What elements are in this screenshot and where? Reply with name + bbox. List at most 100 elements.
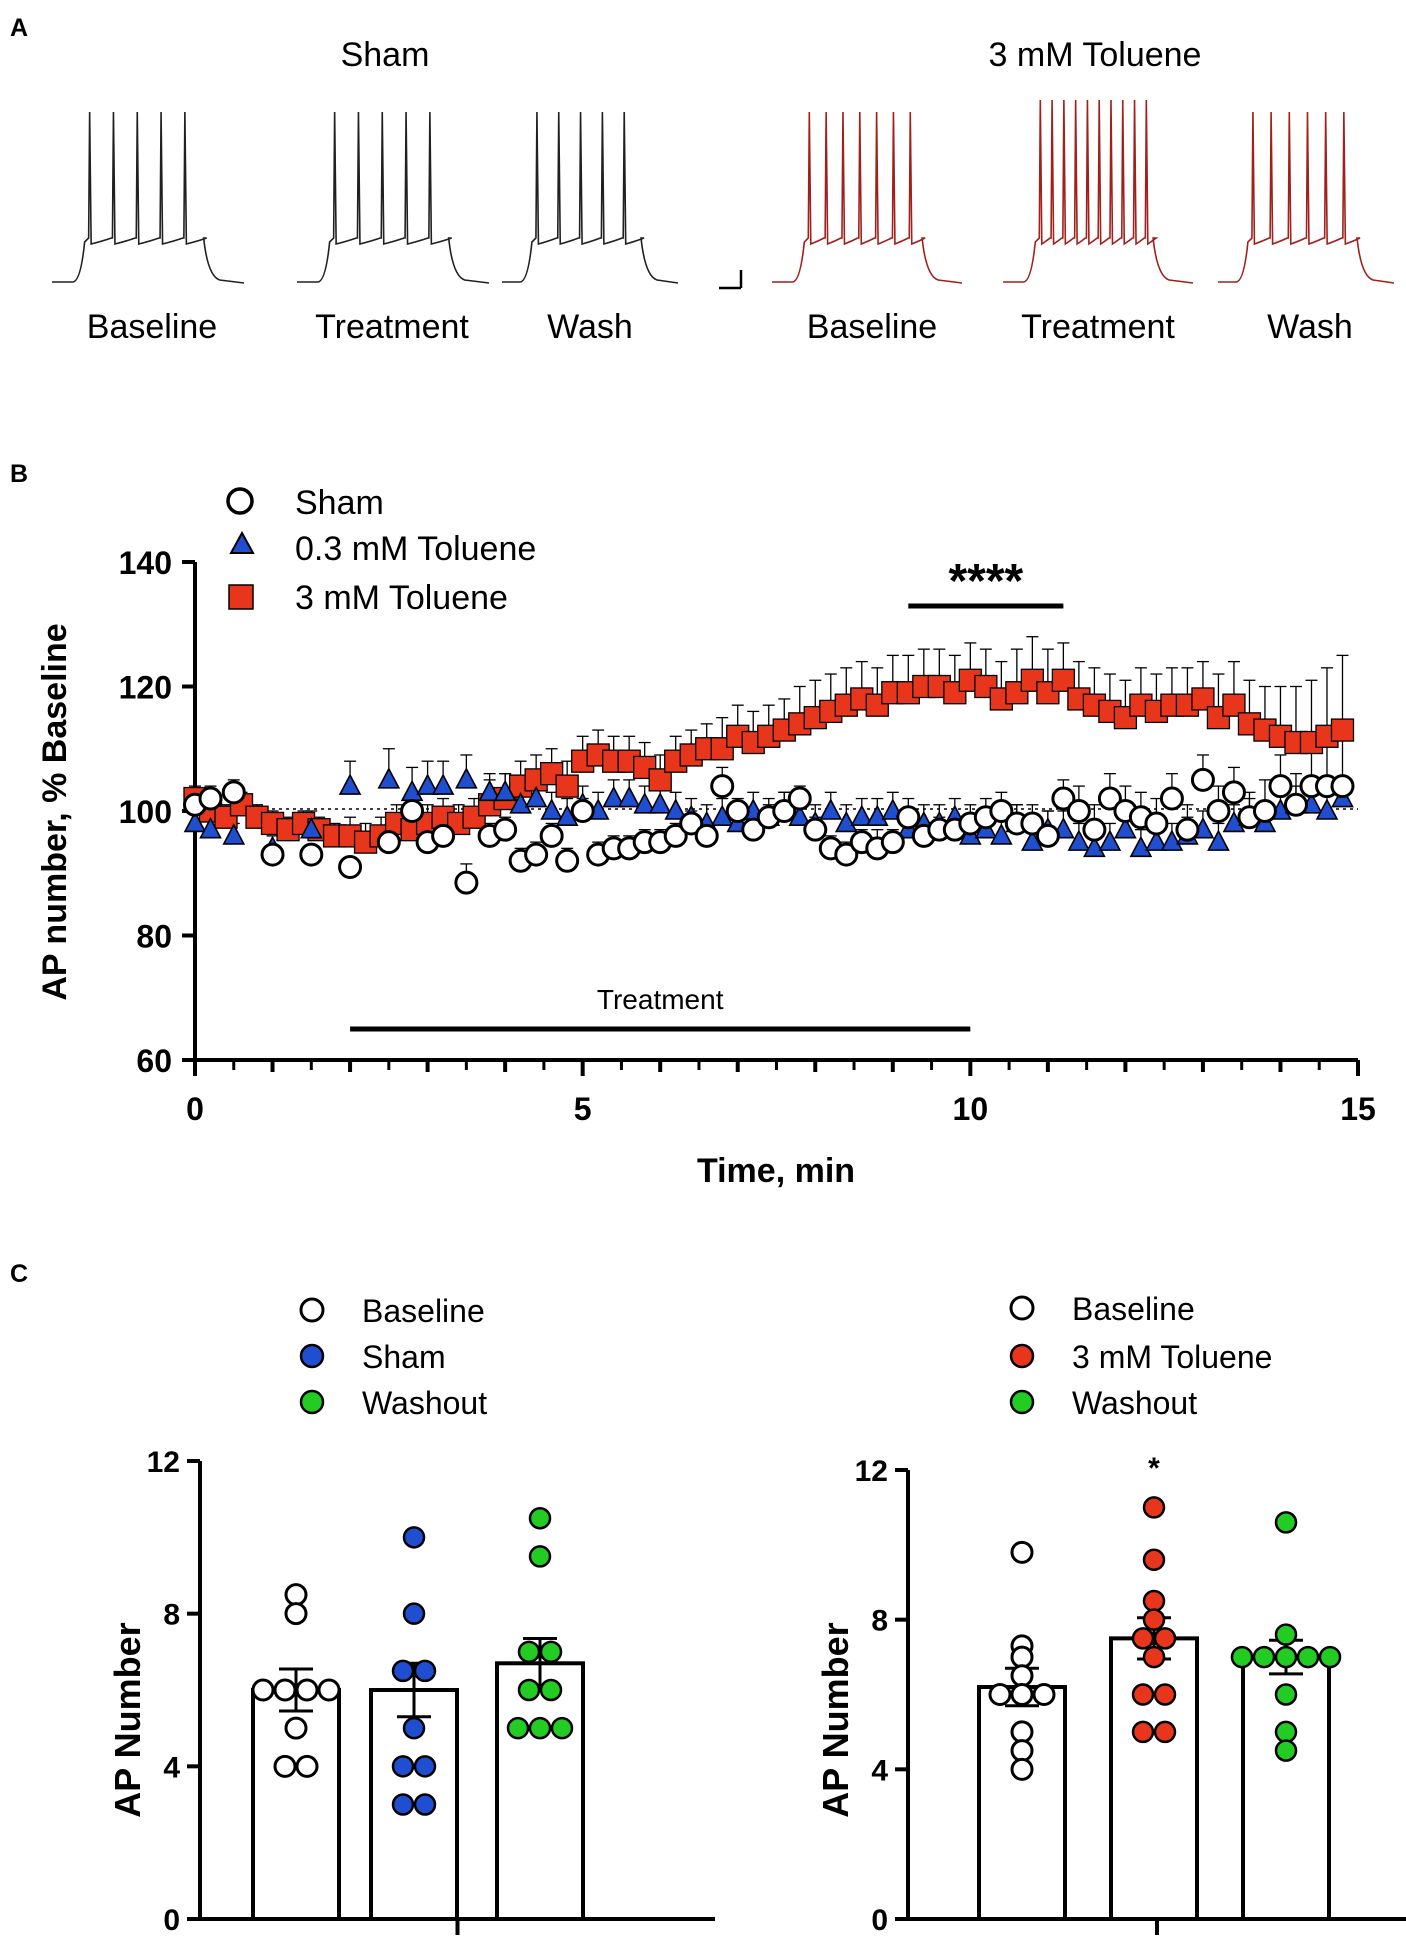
data-point [1274,1683,1298,1706]
data-point-0-3mM [431,773,455,795]
data-point [1153,1627,1177,1650]
data-point-sham [221,780,246,805]
data-point-sham [694,823,719,848]
data-point [295,1678,319,1702]
data-point-sham [493,817,518,842]
data-point-sham [1190,767,1215,792]
data-point [1318,1645,1342,1669]
data-point [284,1583,308,1607]
y-tick-label: 0 [163,1904,180,1937]
legend-marker-washout-r [1009,1389,1035,1415]
legend-marker-toluene-r [1009,1343,1035,1369]
legend-label-0-3mM: 0.3 mM Toluene [295,530,536,568]
data-point-0-3mM [834,810,858,833]
legend-marker-sham-c [299,1343,325,1369]
y-tick-label: 0 [871,1904,888,1937]
data-point-sham [338,855,363,880]
data-point-sham [803,817,828,842]
data-point-sham [198,786,223,811]
data-point [1230,1645,1254,1669]
data-point-sham [1051,786,1076,811]
panel-b-axes: 60 80 100 120 140 0 5 10 15 Time, min AP number… [36,545,1376,1190]
data-point [550,1716,574,1740]
panel-label-a: A [10,14,28,42]
data-point [1142,1608,1166,1631]
data-point [517,1640,541,1664]
data-point [413,1793,437,1816]
data-point-3mM [1330,718,1355,742]
data-point-sham [524,842,549,867]
data-point [1274,1720,1298,1744]
data-point-0-3mM [990,823,1013,845]
panel-b-y-ticks: 60 80 100 120 140 [119,545,195,1079]
data-point [1010,1540,1034,1564]
trace-label-sham-wash: Wash [547,308,633,346]
legend-marker-0-3mM [229,530,255,554]
data-point [391,1793,415,1816]
data-point [391,1755,415,1778]
data-point [1274,1645,1298,1669]
data-point-3mM [1222,693,1246,717]
data-point-sham [772,799,797,823]
data-point [273,1754,297,1778]
data-point-sham [1221,780,1246,805]
x-tick-label: 5 [574,1091,592,1127]
data-point [391,1659,415,1683]
data-point-sham [1035,823,1060,848]
data-point-sham [299,842,324,867]
data-point-sham [1283,792,1308,817]
voltage-trace [52,111,245,284]
data-point [539,1640,563,1664]
data-point-sham [400,799,425,823]
y-tick-label: 8 [163,1599,180,1632]
data-point [528,1716,552,1740]
trace-label-toluene-wash: Wash [1267,308,1353,346]
data-point [1010,1683,1034,1706]
data-point-sham [1082,817,1107,842]
data-point-sham [1252,799,1277,823]
data-point-sham [1020,811,1045,836]
data-point-0-3mM [222,823,246,845]
data-point-sham [834,842,859,867]
data-point-0-3mM [377,767,401,789]
data-point-sham [1159,786,1184,811]
data-point [1131,1627,1155,1650]
data-point-0-3mM [1067,829,1091,851]
data-point-sham [989,799,1014,823]
panel-b-significance: **** [908,555,1064,609]
data-point-sham [896,805,921,830]
data-point-0-3mM [850,804,874,827]
data-point-0-3mM [338,773,362,795]
trace-label-sham-baseline: Baseline [87,308,217,346]
y-tick-label: 12 [855,1455,888,1488]
data-point-0-3mM [664,798,688,820]
trace-label-toluene-treatment: Treatment [1021,308,1175,346]
bar [495,1661,585,1921]
data-point [1142,1496,1166,1519]
data-point-sham [570,799,595,823]
data-point [1010,1720,1034,1744]
legend-label-washout-r: Washout [1072,1385,1197,1421]
panel-label-b: B [10,460,28,488]
data-point [273,1678,297,1702]
data-point-3mM [1191,687,1215,711]
trace-label-sham-treatment: Treatment [315,308,469,346]
data-point [284,1716,308,1740]
data-point-3mM [648,768,672,792]
legend-label-3mM: 3 mM Toluene [295,579,508,617]
data-point-sham [1097,786,1122,811]
data-point [1274,1511,1298,1534]
x-tick-label: 10 [953,1091,989,1127]
y-tick-label: 4 [871,1754,888,1787]
data-point [1131,1720,1155,1744]
legend-label-baseline-r: Baseline [1072,1291,1195,1327]
y-tick-label: 80 [136,919,172,955]
bar [1109,1636,1199,1921]
data-point [1274,1739,1298,1762]
panel-a-group-title-sham: Sham [341,36,430,74]
trace-label-toluene-baseline: Baseline [807,308,937,346]
voltage-trace [297,111,490,284]
significance-stars: **** [948,555,1023,608]
data-point-0-3mM [540,798,563,820]
y-tick-label: 60 [136,1043,172,1079]
